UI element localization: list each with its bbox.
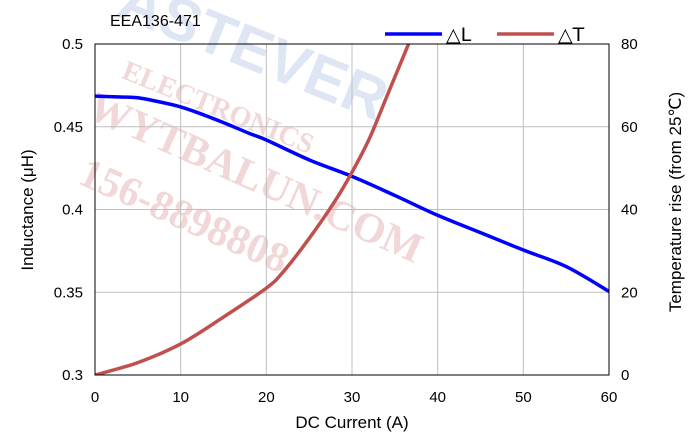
y-tick-label: 0.3 xyxy=(62,367,83,384)
y-tick-label: 0.4 xyxy=(62,202,83,219)
y-tick-label: 0.45 xyxy=(54,119,83,136)
legend: △L △T xyxy=(385,24,585,46)
series-line-1 xyxy=(95,94,609,294)
y2-tick-label: 40 xyxy=(621,202,638,219)
x-tick-label: 10 xyxy=(172,389,189,406)
y-tick-label: 0.35 xyxy=(54,284,83,301)
plot-frame xyxy=(94,43,610,376)
x-tick-label: 50 xyxy=(515,389,532,406)
y2-tick-label: 20 xyxy=(621,284,638,301)
x-tick-label: 0 xyxy=(91,389,99,406)
y-axis-title: Inductance (μH) xyxy=(18,149,37,270)
series-layer xyxy=(95,44,609,375)
x-axis-title: DC Current (A) xyxy=(295,413,408,432)
x-tick-label: 30 xyxy=(344,389,361,406)
series-line-2 xyxy=(95,44,411,375)
y2-tick-label: 80 xyxy=(621,36,638,53)
x-tick-label: 60 xyxy=(601,389,618,406)
y2-axis-title: Temperature rise (from 25℃) xyxy=(666,92,685,312)
y2-tick-label: 60 xyxy=(621,119,638,136)
y-tick-label: 0.5 xyxy=(62,36,83,53)
y2-axis-ticks: 0 20 40 60 80 xyxy=(621,36,638,384)
y-axis-ticks: 0.3 0.35 0.4 0.45 0.5 xyxy=(54,36,83,384)
x-axis-ticks: 0 10 20 30 40 50 60 xyxy=(91,389,618,406)
y2-tick-label: 0 xyxy=(621,367,629,384)
watermark: ASTEVER ELECTRONICS WYTBALUN.COM 156-889… xyxy=(72,0,429,283)
x-tick-label: 20 xyxy=(258,389,275,406)
legend-label-2: △T xyxy=(558,24,585,46)
chart-title: EEA136-471 xyxy=(110,13,201,30)
legend-label-1: △L xyxy=(446,24,472,46)
x-tick-label: 40 xyxy=(429,389,446,406)
